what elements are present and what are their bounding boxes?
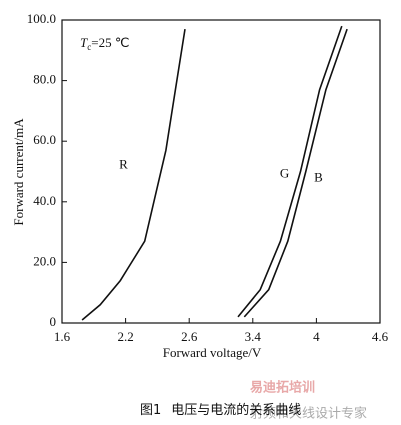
y-tick-label: 40.0 [33, 193, 56, 208]
caption: 图1 电压与电流的关系曲线 [140, 402, 301, 418]
annotation-symbol: T [80, 35, 88, 50]
watermark-slogan: 射频和天线设计专家 [250, 406, 367, 422]
x-tick-label: 4 [313, 329, 320, 344]
y-tick-label: 20.0 [33, 253, 56, 268]
x-tick-label: 2.2 [117, 329, 133, 344]
series-line [237, 25, 343, 318]
series-label: G [280, 165, 289, 180]
annotation: Tc=25 ℃ [80, 35, 129, 52]
x-tick-label: 4.6 [372, 329, 389, 344]
series-line [81, 28, 186, 321]
plot-frame [61, 19, 381, 324]
x-tick-label: 2.6 [181, 329, 198, 344]
x-tick-label: 1.6 [54, 329, 71, 344]
y-axis-title: Forward current/mA [11, 118, 26, 226]
x-axis-title: Forward voltage/V [163, 345, 262, 360]
y-tick-label: 80.0 [33, 72, 56, 87]
series-label: R [119, 157, 128, 172]
caption-text: 电压与电流的关系曲线 [171, 402, 301, 418]
caption-number: 图1 [140, 403, 161, 418]
annotation-subscript: c [87, 42, 91, 52]
series-label: B [314, 169, 323, 184]
x-tick-label: 3.4 [245, 329, 262, 344]
series-line [243, 28, 348, 318]
y-tick-label: 100.0 [27, 11, 56, 26]
y-tick-label: 0 [50, 314, 57, 329]
annotation-text: =25 ℃ [91, 35, 129, 50]
y-tick-label: 60.0 [33, 132, 56, 147]
watermark-brand: 易迪拓培训 [250, 380, 315, 396]
